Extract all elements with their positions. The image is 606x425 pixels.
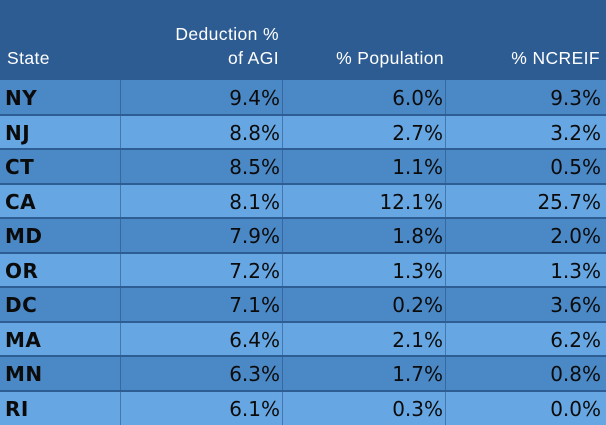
cell-population: 1.7%	[392, 362, 443, 386]
cell-population: 1.3%	[392, 258, 443, 283]
cell-deduction: 7.9%	[229, 224, 280, 248]
header-deduction-line2: of AGI	[227, 48, 279, 68]
table-row: MD 7.9% 1.8% 2.0%	[0, 218, 606, 253]
table-row: RI 6.1% 0.3% 0.0%	[0, 390, 606, 425]
cell-ncreif: 0.5%	[550, 155, 601, 179]
row-divider	[0, 148, 606, 150]
cell-state: RI	[5, 396, 29, 421]
column-divider	[282, 218, 283, 253]
cell-ncreif: 0.0%	[550, 396, 601, 421]
cell-ncreif: 2.0%	[550, 224, 601, 248]
column-divider	[445, 114, 446, 149]
column-divider	[282, 356, 283, 391]
header-state: State	[7, 48, 50, 68]
column-divider	[120, 321, 121, 356]
row-divider	[0, 182, 606, 185]
column-divider	[445, 183, 446, 218]
column-divider	[445, 321, 446, 356]
cell-population: 1.1%	[392, 155, 443, 179]
cell-population: 12.1%	[379, 189, 443, 214]
column-divider	[282, 252, 283, 287]
column-divider	[445, 80, 446, 115]
cell-population: 2.1%	[392, 327, 443, 352]
cell-deduction: 8.8%	[229, 120, 280, 145]
row-divider	[0, 355, 606, 357]
row-divider	[0, 286, 606, 288]
column-divider	[120, 114, 121, 149]
cell-deduction: 7.1%	[229, 293, 280, 317]
column-divider	[120, 149, 121, 184]
cell-deduction: 8.5%	[229, 155, 280, 179]
cell-state: CT	[5, 155, 35, 179]
column-divider	[282, 183, 283, 218]
column-divider	[120, 80, 121, 115]
cell-ncreif: 3.2%	[550, 120, 601, 145]
cell-state: OR	[5, 258, 39, 283]
column-divider	[282, 114, 283, 149]
row-divider	[0, 251, 606, 254]
cell-ncreif: 25.7%	[537, 189, 601, 214]
table-row: MN 6.3% 1.7% 0.8%	[0, 356, 606, 391]
column-divider	[445, 252, 446, 287]
cell-deduction: 9.4%	[229, 86, 280, 110]
cell-state: CA	[5, 189, 37, 214]
header-ncreif: % NCREIF	[511, 48, 600, 68]
column-divider	[282, 287, 283, 322]
row-divider	[0, 320, 606, 323]
cell-ncreif: 3.6%	[550, 293, 601, 317]
cell-population: 6.0%	[392, 86, 443, 110]
header-deduction: Deduction % of AGI	[175, 22, 279, 70]
column-divider	[445, 218, 446, 253]
cell-ncreif: 0.8%	[550, 362, 601, 386]
cell-state: DC	[5, 293, 38, 317]
cell-state: MN	[5, 362, 43, 386]
column-divider	[120, 183, 121, 218]
cell-state: MA	[5, 327, 42, 352]
column-divider	[120, 218, 121, 253]
cell-population: 0.2%	[392, 293, 443, 317]
header-deduction-line1: Deduction %	[175, 24, 279, 44]
column-divider	[120, 390, 121, 425]
table-row: CT 8.5% 1.1% 0.5%	[0, 149, 606, 184]
cell-deduction: 6.4%	[229, 327, 280, 352]
cell-state: NJ	[5, 120, 31, 145]
cell-deduction: 8.1%	[229, 189, 280, 214]
cell-deduction: 6.3%	[229, 362, 280, 386]
column-divider	[445, 287, 446, 322]
header-population: % Population	[336, 48, 444, 68]
column-divider	[120, 287, 121, 322]
column-divider	[120, 356, 121, 391]
column-divider	[445, 356, 446, 391]
column-divider	[445, 390, 446, 425]
table-row: CA 8.1% 12.1% 25.7%	[0, 183, 606, 218]
column-divider	[445, 149, 446, 184]
column-divider	[282, 390, 283, 425]
column-divider	[282, 149, 283, 184]
cell-deduction: 7.2%	[229, 258, 280, 283]
table-row: NJ 8.8% 2.7% 3.2%	[0, 114, 606, 149]
cell-ncreif: 6.2%	[550, 327, 601, 352]
cell-ncreif: 9.3%	[550, 86, 601, 110]
table-row: MA 6.4% 2.1% 6.2%	[0, 321, 606, 356]
table-row: OR 7.2% 1.3% 1.3%	[0, 252, 606, 287]
column-divider	[120, 252, 121, 287]
table-row: DC 7.1% 0.2% 3.6%	[0, 287, 606, 322]
cell-ncreif: 1.3%	[550, 258, 601, 283]
row-divider	[0, 389, 606, 392]
row-divider	[0, 113, 606, 116]
table-header: State Deduction % of AGI % Population % …	[0, 0, 606, 80]
cell-state: NY	[5, 86, 38, 110]
column-divider	[282, 321, 283, 356]
row-divider	[0, 217, 606, 219]
cell-population: 0.3%	[392, 396, 443, 421]
column-divider	[282, 80, 283, 115]
cell-deduction: 6.1%	[229, 396, 280, 421]
cell-state: MD	[5, 224, 43, 248]
table-row: NY 9.4% 6.0% 9.3%	[0, 80, 606, 115]
cell-population: 1.8%	[392, 224, 443, 248]
table-body: NY 9.4% 6.0% 9.3% NJ 8.8% 2.7% 3.2% CT 8.5% 1.1% 0.…	[0, 80, 606, 425]
cell-population: 2.7%	[392, 120, 443, 145]
